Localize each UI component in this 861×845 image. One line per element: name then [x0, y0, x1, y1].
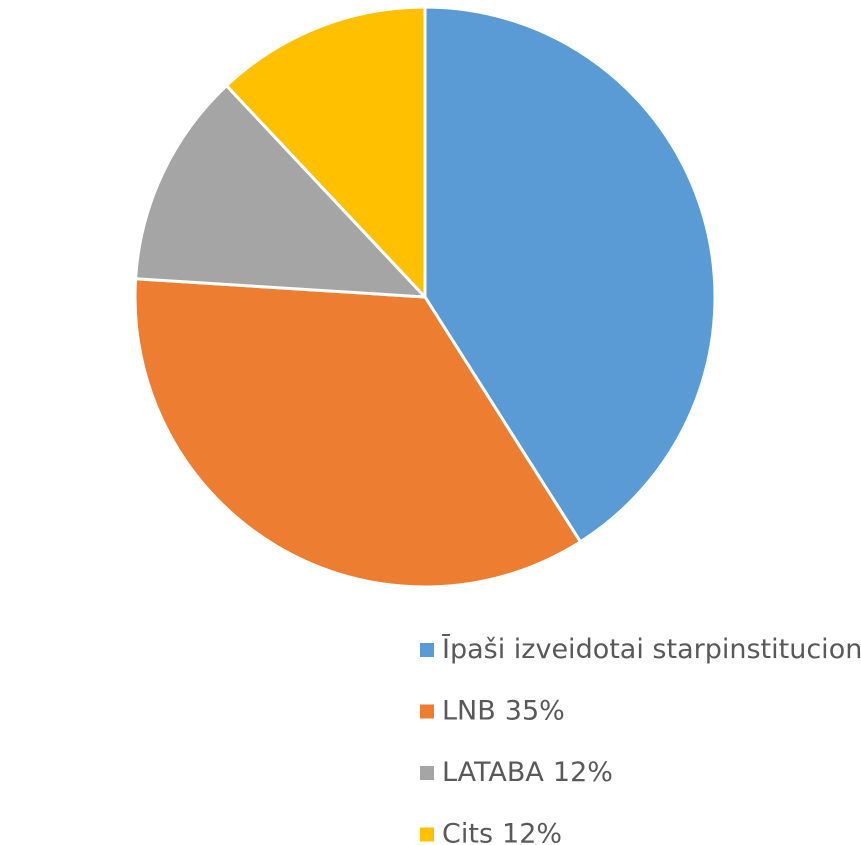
legend-name: LATABA: [442, 757, 544, 788]
legend-swatch: [420, 827, 434, 842]
legend-swatch: [420, 704, 434, 719]
legend-label: LNB 35%: [442, 695, 565, 726]
pie-slice: [134, 84, 427, 299]
legend-swatch: [420, 643, 434, 657]
legend-name: Īpaši izveidotai starpinstitucionālai da…: [442, 634, 861, 665]
legend-value: 12%: [502, 818, 562, 845]
pie-slice: [423, 5, 717, 544]
legend-name: Cits: [442, 818, 493, 845]
legend-swatch: [420, 766, 434, 780]
legend-label: LATABA 12%: [442, 757, 613, 788]
pie-slice: [133, 277, 582, 589]
legend-value: 12%: [553, 757, 613, 788]
legend-label: Īpaši izveidotai starpinstitucionālai da…: [442, 634, 861, 665]
legend-label: Cits 12%: [442, 818, 562, 845]
legend-name: LNB: [442, 695, 496, 726]
legend-value: 35%: [505, 695, 565, 726]
pie-slice: [224, 5, 427, 299]
